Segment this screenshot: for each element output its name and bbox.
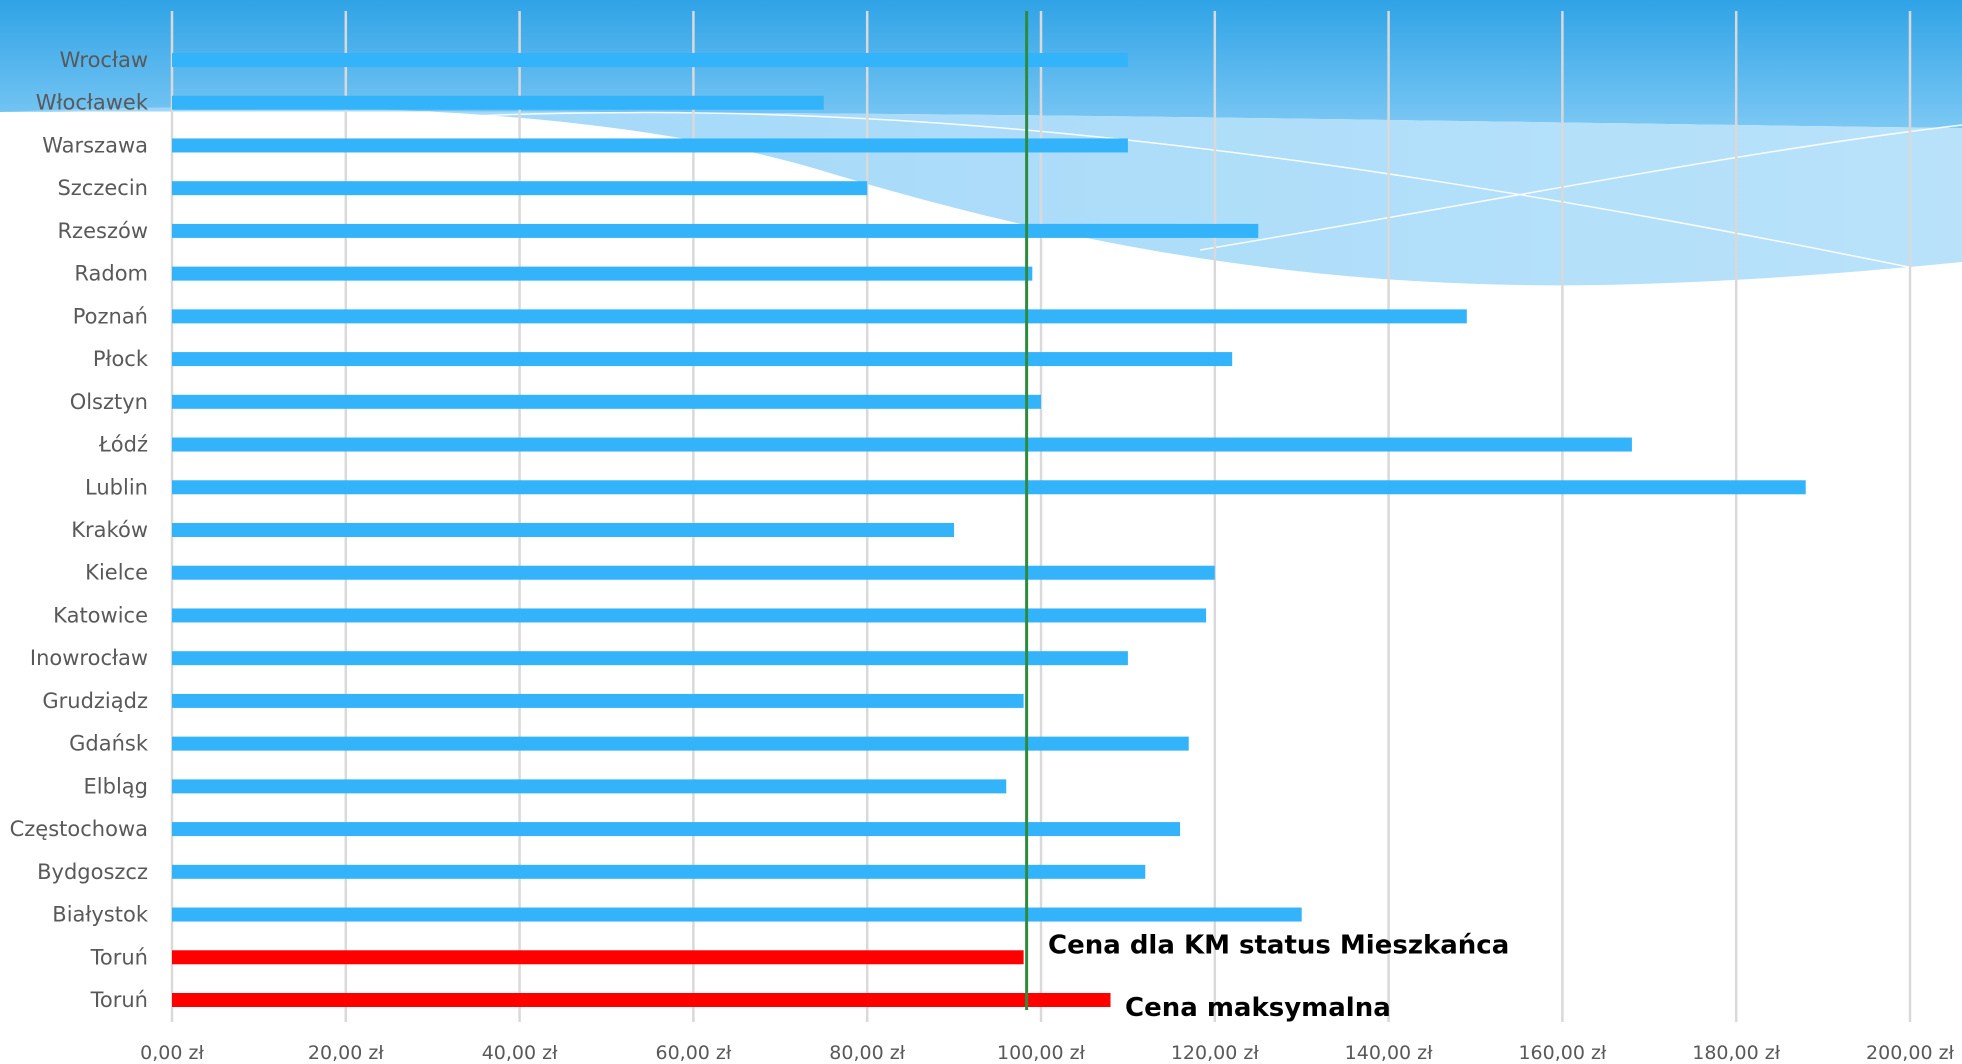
- annotations: Cena dla KM status Mieszkańca Cena maksym…: [1048, 930, 1509, 1023]
- bar: [172, 864, 1146, 879]
- x-tick-label: 20,00 zł: [308, 1042, 384, 1064]
- category-label: Bydgoszcz: [37, 860, 148, 884]
- x-tick-label: 160,00 zł: [1518, 1042, 1606, 1064]
- bar: [172, 181, 868, 196]
- category-label: Lublin: [85, 475, 148, 499]
- category-label: Częstochowa: [10, 817, 148, 841]
- category-label: Białystok: [52, 903, 149, 927]
- category-label: Kraków: [71, 518, 148, 542]
- x-tick-label: 120,00 zł: [1171, 1042, 1259, 1064]
- category-label: Gdańsk: [69, 732, 149, 756]
- category-label: Płock: [93, 347, 149, 371]
- x-tick-label: 140,00 zł: [1345, 1042, 1433, 1064]
- x-tick-label: 200,00 zł: [1866, 1042, 1954, 1064]
- category-label: Toruń: [90, 988, 148, 1012]
- bar: [172, 779, 1007, 794]
- category-label: Katowice: [53, 603, 148, 627]
- category-labels: Wrocław Włocławek Warszawa Szczecin Rzeszów R…: [10, 48, 149, 1012]
- x-tick-label: 0,00 zł: [140, 1042, 204, 1064]
- x-tick-label: 80,00 zł: [829, 1042, 905, 1064]
- category-label: Rzeszów: [57, 219, 148, 243]
- wave-line-1: [419, 111, 1962, 279]
- bar: [172, 309, 1467, 324]
- annotation-label: Cena maksymalna: [1125, 993, 1391, 1023]
- bar: [172, 523, 955, 537]
- grid-lines: [170, 11, 1912, 1022]
- category-label: Włocławek: [36, 91, 149, 115]
- category-label: Elbląg: [84, 774, 148, 798]
- bar: [172, 138, 1128, 153]
- bar: [172, 651, 1128, 666]
- wave-fill: [0, 106, 1962, 286]
- bar: [172, 223, 1259, 238]
- bar: [172, 266, 1033, 281]
- category-label: Warszawa: [42, 133, 148, 157]
- bar: [172, 480, 1806, 495]
- annotation-label: Cena dla KM status Mieszkańca: [1048, 930, 1509, 960]
- bar: [172, 907, 1302, 922]
- bar: [172, 53, 1128, 67]
- category-label: Wrocław: [60, 48, 148, 72]
- category-label: Inowrocław: [30, 646, 148, 670]
- category-label: Łódź: [98, 433, 148, 457]
- category-label: Radom: [74, 262, 148, 286]
- bar: [172, 95, 824, 110]
- bar: [172, 394, 1041, 409]
- bar: [172, 608, 1207, 623]
- category-label: Toruń: [90, 945, 148, 969]
- x-tick-label: 60,00 zł: [655, 1042, 731, 1064]
- x-tick-label: 100,00 zł: [997, 1042, 1085, 1064]
- bar: [172, 565, 1215, 580]
- category-label: Grudziądz: [42, 689, 148, 713]
- bar: [172, 437, 1632, 452]
- wave-line-2: [1199, 124, 1962, 251]
- category-label: Szczecin: [57, 176, 148, 200]
- bar: [172, 822, 1181, 837]
- x-tick-label: 180,00 zł: [1692, 1042, 1780, 1064]
- bar: [172, 352, 1233, 367]
- bar: [172, 993, 1111, 1007]
- category-label: Poznań: [73, 304, 148, 328]
- x-tick-label: 40,00 zł: [482, 1042, 558, 1064]
- category-label: Olsztyn: [70, 390, 148, 414]
- bar: [172, 736, 1189, 751]
- x-axis-tick-labels: 0,00 zł 20,00 zł 40,00 zł 60,00 zł 80,00 zł 1…: [140, 1042, 1954, 1064]
- bar: [172, 693, 1024, 708]
- bar: [172, 950, 1024, 965]
- category-label: Kielce: [85, 561, 148, 585]
- bars: [172, 53, 1806, 1007]
